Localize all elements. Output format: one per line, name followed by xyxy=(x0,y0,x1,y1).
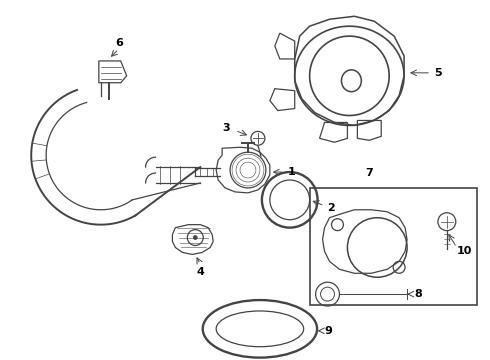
Text: 3: 3 xyxy=(222,123,230,134)
Text: 7: 7 xyxy=(366,168,373,178)
Text: 4: 4 xyxy=(196,267,204,277)
Bar xyxy=(310,188,477,305)
Text: 9: 9 xyxy=(324,326,332,336)
Text: 2: 2 xyxy=(327,203,335,213)
Text: 6: 6 xyxy=(115,38,122,48)
Text: 1: 1 xyxy=(288,167,295,177)
Text: 10: 10 xyxy=(457,247,472,256)
Circle shape xyxy=(193,235,197,239)
Text: 5: 5 xyxy=(434,68,441,78)
Text: 8: 8 xyxy=(414,289,422,299)
